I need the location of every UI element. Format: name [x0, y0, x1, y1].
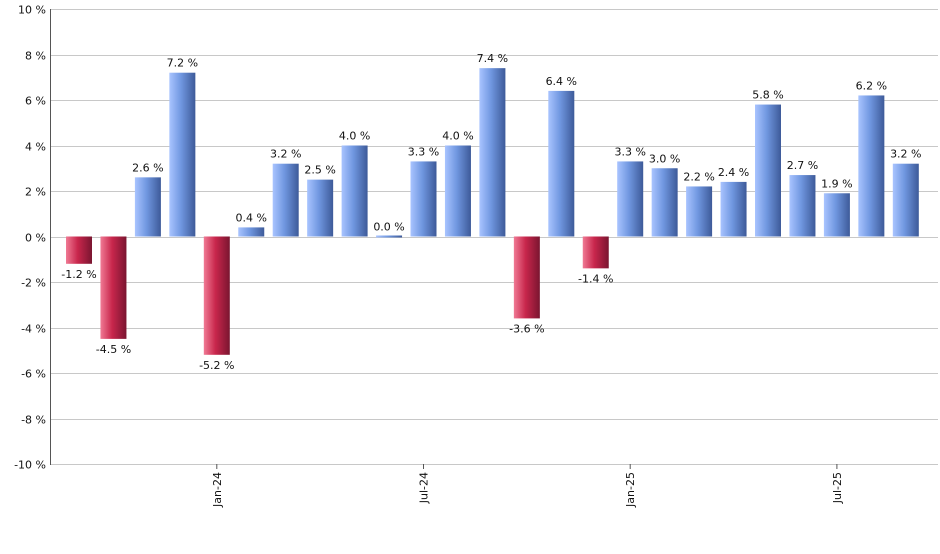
- bar-value-label: 3.3 %: [408, 145, 439, 158]
- bar: [858, 95, 885, 237]
- y-tick-label: 6 %: [25, 95, 46, 108]
- bar-value-label: 3.3 %: [614, 145, 645, 158]
- bar: [307, 179, 334, 237]
- bar: [651, 168, 678, 237]
- bar-value-label: 7.4 %: [477, 52, 508, 65]
- bar-value-label: 2.7 %: [787, 159, 818, 172]
- bar-value-label: 6.4 %: [546, 75, 577, 88]
- y-tick-label: -10 %: [14, 459, 46, 472]
- y-tick-label: 10 %: [18, 4, 46, 17]
- bar: [617, 161, 644, 237]
- y-tick-label: 0 %: [25, 232, 46, 245]
- bar-value-label: -1.2 %: [61, 268, 96, 281]
- bar-value-label: 2.6 %: [132, 161, 163, 174]
- bar: [341, 145, 368, 237]
- bar: [134, 177, 161, 237]
- bar: [582, 236, 609, 269]
- bar: [479, 68, 506, 237]
- bar-value-label: -1.4 %: [578, 272, 613, 285]
- bar-value-label: -3.6 %: [509, 322, 544, 335]
- y-tick-label: 4 %: [25, 141, 46, 154]
- bar-value-label: 3.2 %: [890, 148, 921, 161]
- bar-value-label: 2.5 %: [304, 164, 335, 177]
- bar-value-label: 1.9 %: [821, 177, 852, 190]
- bar-value-label: 3.0 %: [649, 152, 680, 165]
- bar-value-label: 6.2 %: [856, 79, 887, 92]
- bar: [66, 236, 92, 264]
- x-tick-label: Jan-24: [211, 472, 224, 508]
- bar: [203, 236, 230, 355]
- bar: [376, 235, 403, 238]
- y-tick-label: 2 %: [25, 186, 46, 199]
- bar-value-label: 2.2 %: [683, 170, 714, 183]
- bar: [238, 227, 265, 237]
- bar: [272, 163, 299, 237]
- bar: [548, 90, 575, 237]
- x-tick-label: Jul-24: [418, 472, 431, 504]
- bar-value-label: 5.8 %: [752, 89, 783, 102]
- bar-value-label: 3.2 %: [270, 148, 301, 161]
- bar: [513, 236, 540, 319]
- data-labels: -1.2 %-4.5 %2.6 %7.2 %-5.2 %0.4 %3.2 %2.…: [61, 52, 921, 372]
- bar: [789, 175, 816, 237]
- bar: [892, 163, 919, 237]
- bar-value-label: 4.0 %: [339, 130, 370, 143]
- bar: [100, 236, 127, 339]
- bar: [720, 181, 747, 237]
- bar-value-label: 0.4 %: [236, 211, 267, 224]
- bar: [686, 186, 713, 237]
- y-axis-ticks: 10 % 8 % 6 % 4 % 2 % 0 % -2 % -4 % -6 % -8 % -10 %: [14, 4, 46, 472]
- bar-value-label: 0.0 %: [373, 221, 404, 234]
- bars: [66, 68, 919, 355]
- bar: [410, 161, 437, 237]
- bar-value-label: -4.5 %: [96, 343, 131, 356]
- bar-value-label: 4.0 %: [442, 130, 473, 143]
- x-axis-ticks: Jan-24 Jul-24 Jan-25 Jul-25: [211, 464, 844, 508]
- bar-value-label: 7.2 %: [167, 57, 198, 70]
- y-tick-label: -4 %: [21, 323, 46, 336]
- y-tick-label: -2 %: [21, 277, 46, 290]
- y-tick-label: 8 %: [25, 50, 46, 63]
- y-tick-label: -6 %: [21, 368, 46, 381]
- y-tick-label: -8 %: [21, 414, 46, 427]
- bar: [755, 104, 781, 237]
- bar-value-label: -5.2 %: [199, 359, 234, 372]
- x-tick-label: Jan-25: [624, 472, 637, 508]
- bar-value-label: 2.4 %: [718, 166, 749, 179]
- bar: [169, 72, 196, 237]
- bar: [823, 193, 850, 237]
- bar: [444, 145, 471, 237]
- x-tick-label: Jul-25: [831, 472, 844, 504]
